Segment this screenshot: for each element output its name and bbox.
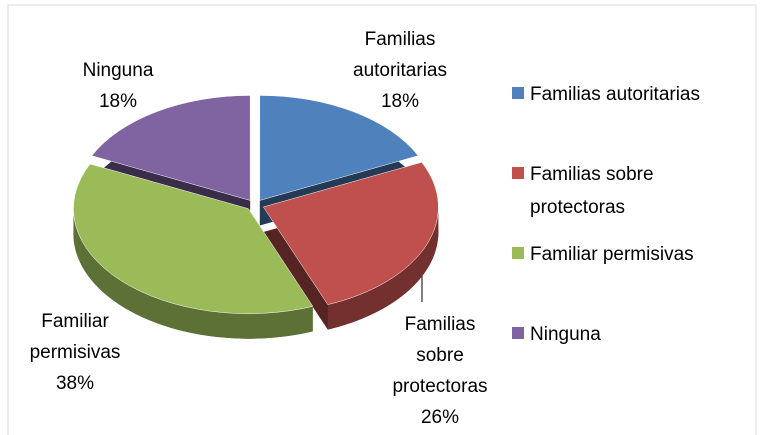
slice-side: [327, 206, 439, 330]
slice-side: [73, 208, 313, 339]
legend-label: Familias autoritarias: [530, 84, 700, 105]
legend: Familias autoritarias Familias sobre prote…: [512, 84, 700, 345]
legend-label: Familias sobre protectoras: [530, 164, 654, 218]
data-label-name: Ninguna: [83, 60, 154, 81]
data-label-name: Familias autoritarias: [353, 29, 447, 81]
slice: [91, 95, 251, 201]
data-label-name: Familiar permisivas: [30, 311, 121, 363]
data-label-value: 38%: [56, 373, 94, 394]
legend-label: Ninguna: [530, 324, 601, 345]
legend-label: Familiar permisivas: [530, 244, 694, 265]
data-label-name: Familias sobre protectoras: [392, 314, 487, 397]
legend-swatch: [512, 167, 524, 179]
labels: Familias autoritarias 18% Familias sobre prot…: [30, 29, 488, 428]
slice: [262, 161, 439, 305]
data-label-value: 26%: [421, 407, 459, 428]
slice: [73, 163, 314, 314]
pie: [73, 95, 439, 339]
slice: [259, 95, 419, 201]
legend-swatch: [512, 327, 524, 339]
data-label-value: 18%: [99, 91, 137, 112]
legend-swatch: [512, 247, 524, 259]
chart-border: [7, 4, 757, 435]
legend-swatch: [512, 87, 524, 99]
data-label-value: 18%: [381, 91, 419, 112]
